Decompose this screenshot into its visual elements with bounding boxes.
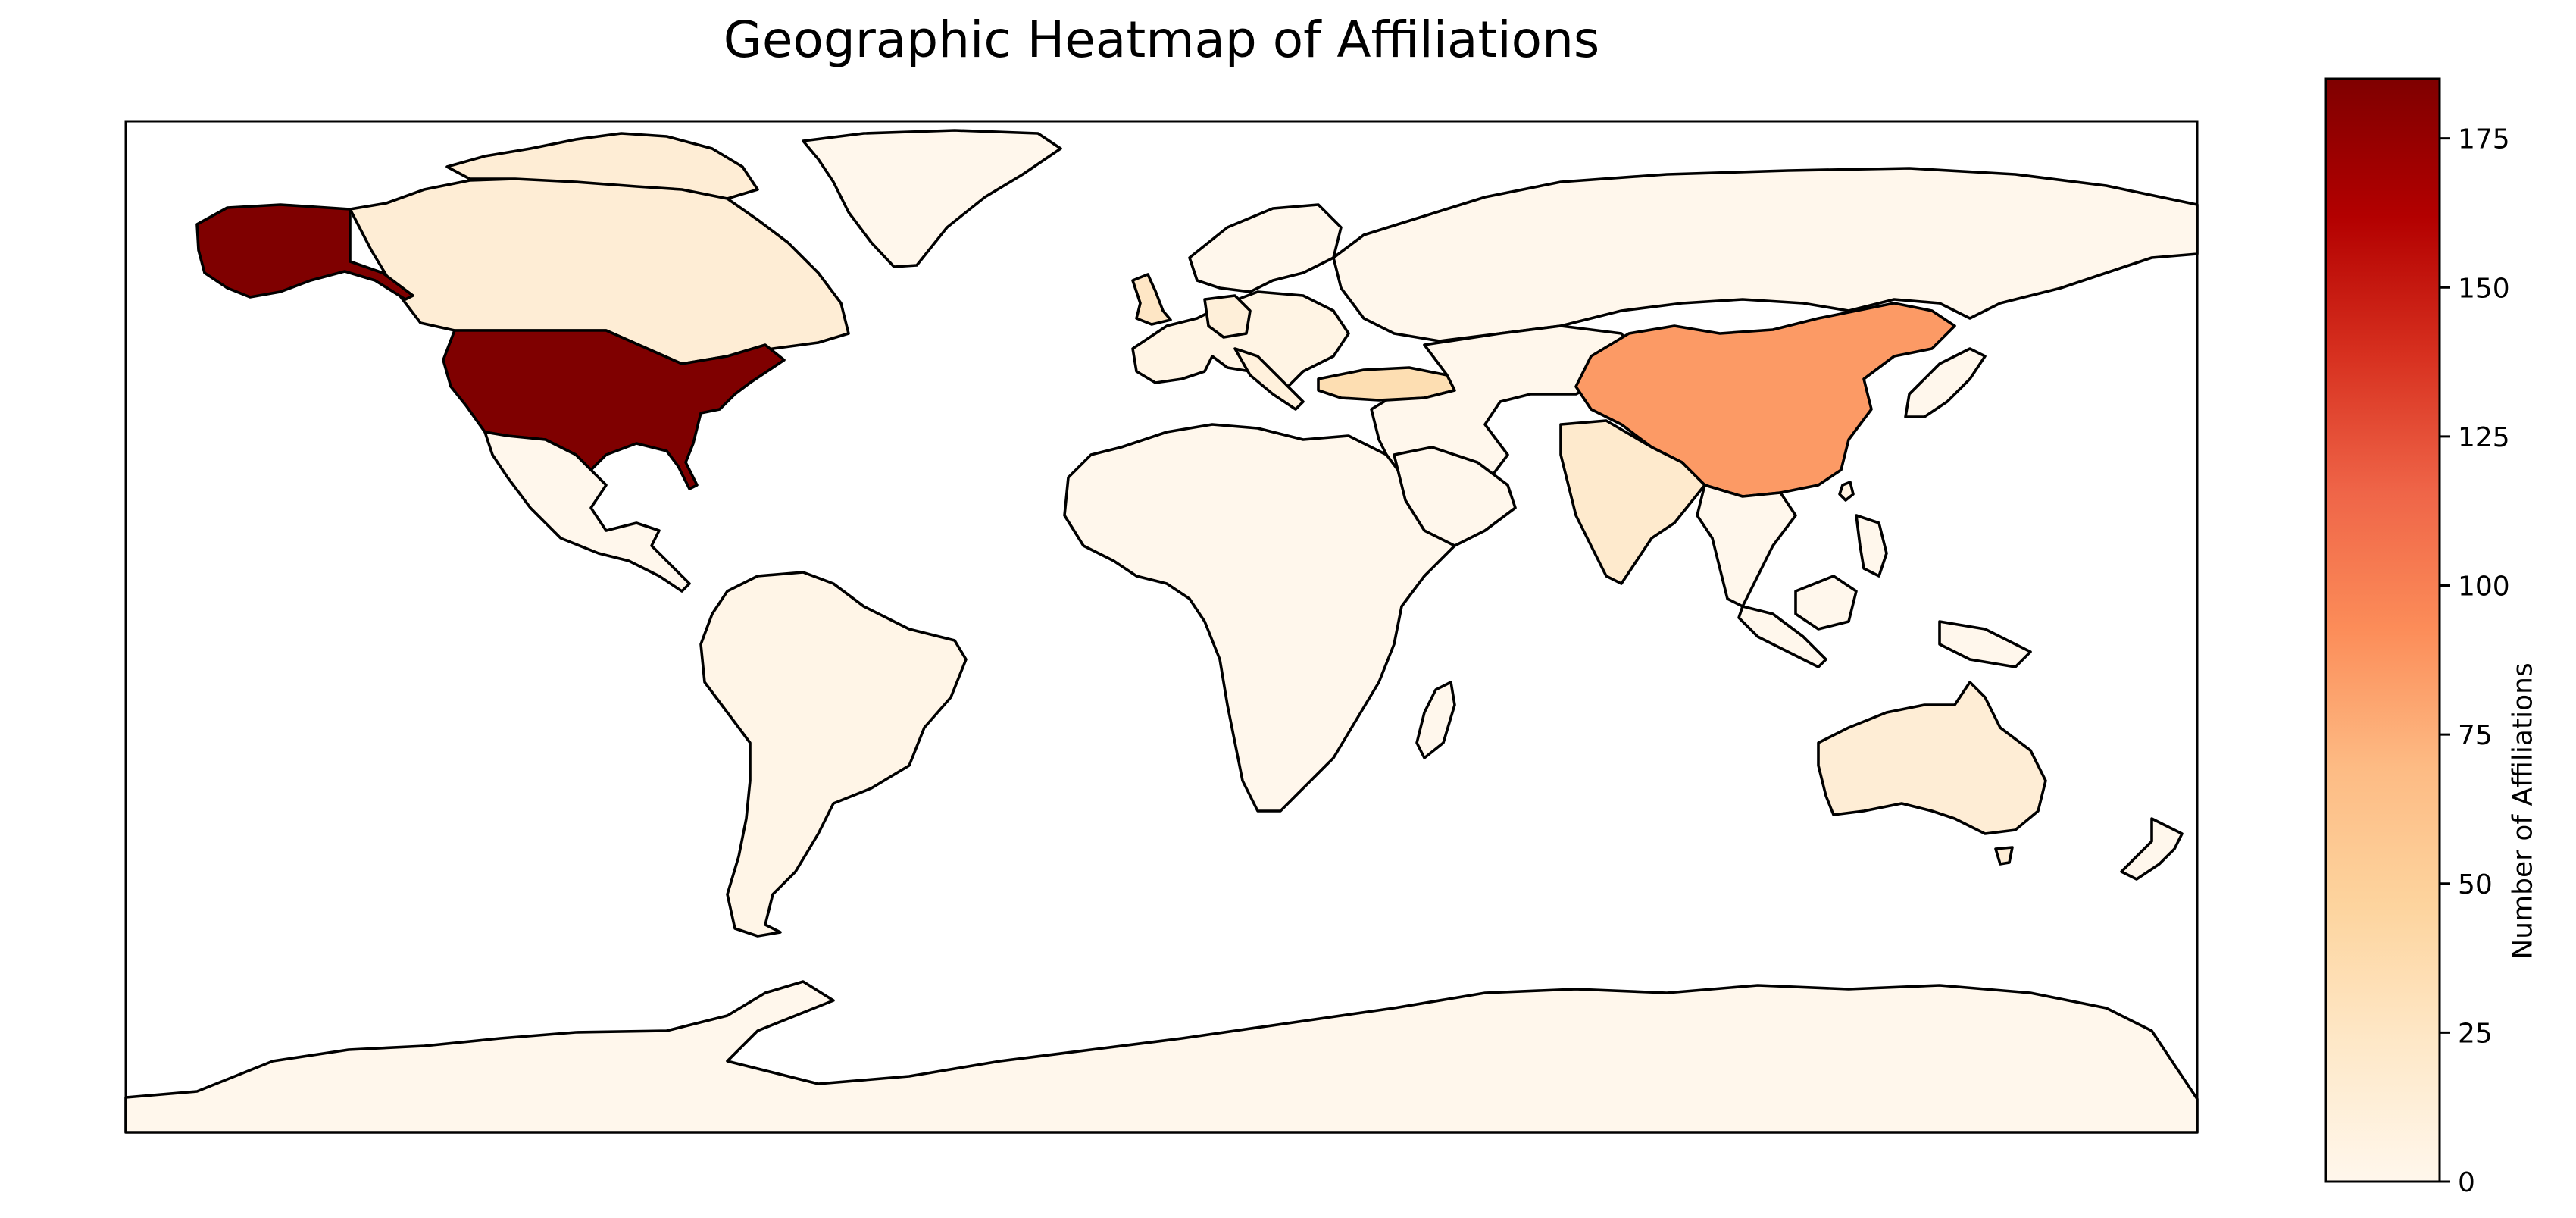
- region-indonesia-papua: [1938, 620, 2032, 668]
- region-canada-islands: [445, 132, 759, 200]
- region-arabia: [1393, 446, 1517, 547]
- region-madagascar: [1415, 681, 1456, 759]
- region-united-states: [442, 329, 786, 490]
- region-germany: [1203, 294, 1252, 339]
- colorbar-tick-label: 175: [2458, 124, 2510, 155]
- colorbar: 0 25 50 75 100 125 150 175: [2324, 77, 2510, 1198]
- region-india: [1559, 419, 1706, 585]
- colorbar-tick-label: 0: [2458, 1167, 2475, 1198]
- chart-title: Geographic Heatmap of Affiliations: [723, 11, 1600, 69]
- colorbar-tick-label: 150: [2458, 273, 2510, 304]
- colorbar-tick-label: 50: [2458, 869, 2493, 900]
- region-taiwan: [1838, 481, 1855, 502]
- region-new-zealand: [2120, 817, 2184, 881]
- colorbar-tick-label: 25: [2458, 1018, 2493, 1049]
- region-south-america: [699, 571, 968, 938]
- region-australia: [1817, 681, 2047, 835]
- region-indonesia: [1737, 605, 1827, 668]
- colorbar-tick-label: 125: [2458, 422, 2510, 453]
- region-russia: [1332, 167, 2199, 343]
- region-mexico: [483, 431, 691, 593]
- region-scandinavia: [1188, 203, 1343, 293]
- region-antarctica: [124, 980, 2199, 1134]
- region-italy: [1233, 347, 1305, 411]
- region-indonesia-borneo: [1794, 575, 1858, 631]
- region-alaska: [195, 203, 414, 301]
- colorbar-ticks: 0 25 50 75 100 125 150 175: [2440, 124, 2510, 1198]
- region-tasmania: [1994, 846, 2014, 866]
- colorbar-tick-label: 100: [2458, 571, 2510, 603]
- colorbar-label: Number of Affiliations: [2507, 662, 2539, 960]
- region-philippines: [1855, 514, 1888, 578]
- colorbar-fill: [2324, 77, 2441, 1183]
- colorbar-tick-label: 75: [2458, 720, 2493, 751]
- region-japan: [1904, 347, 1987, 418]
- region-united-kingdom: [1131, 273, 1172, 326]
- land-polygons: [124, 129, 2199, 1134]
- region-greenland: [802, 129, 1062, 268]
- region-africa: [1063, 423, 1456, 813]
- region-southeast-asia: [1696, 484, 1797, 608]
